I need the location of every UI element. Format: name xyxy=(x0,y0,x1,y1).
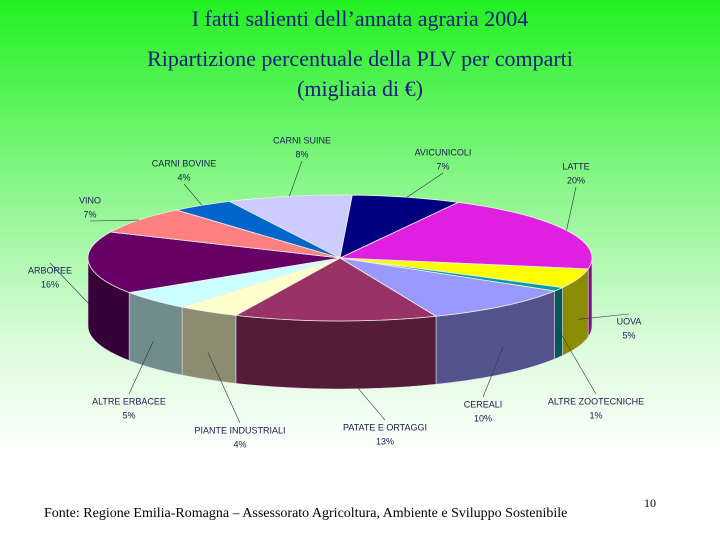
value-label: 7% xyxy=(83,209,96,219)
leader-line xyxy=(578,313,630,320)
source-note: Fonte: Regione Emilia-Romagna – Assessor… xyxy=(44,506,568,521)
value-label: 13% xyxy=(376,436,394,446)
leader-line xyxy=(566,186,577,231)
value-label: 10% xyxy=(474,413,492,423)
page-number: 10 xyxy=(644,496,656,510)
slice-label: AVICUNICOLI xyxy=(415,147,472,157)
leader-line xyxy=(207,352,241,424)
value-label: 4% xyxy=(177,172,190,182)
slice xyxy=(339,257,557,317)
leader-line xyxy=(482,346,504,398)
slice-label: PIANTE INDUSTRIALI xyxy=(194,425,285,435)
leader-line xyxy=(183,183,203,206)
slice-label: UOVA xyxy=(617,316,642,326)
unit-note: (migliaia di €) xyxy=(297,76,423,101)
slice-label: PATATE E ORTAGGI xyxy=(343,422,427,432)
slice-side xyxy=(587,257,593,338)
slice xyxy=(228,194,353,259)
slice-label: CARNI BOVINE xyxy=(152,158,217,168)
value-label: 5% xyxy=(122,410,135,420)
leader-line xyxy=(49,262,89,304)
value-label: 5% xyxy=(622,330,635,340)
slice-label: ALTRE ZOOTECNICHE xyxy=(548,396,644,406)
value-label: 20% xyxy=(567,175,585,185)
slice xyxy=(234,257,438,322)
slice-label: CEREALI xyxy=(464,399,503,409)
leader-line xyxy=(289,160,303,197)
chart-title: I fatti salienti dell’annata agraria 200… xyxy=(191,6,529,31)
leader-line xyxy=(335,361,386,421)
slice xyxy=(176,200,341,259)
value-label: 4% xyxy=(233,439,246,449)
value-label: 8% xyxy=(295,149,308,159)
slice xyxy=(339,194,460,259)
slice xyxy=(87,231,341,293)
slice-side xyxy=(235,315,437,390)
slice-label: ALTRE ERBACEE xyxy=(92,396,166,406)
slice-label: VINO xyxy=(79,195,101,205)
leader-line xyxy=(406,172,444,198)
value-label: 16% xyxy=(41,279,59,289)
slice-label: LATTE xyxy=(562,161,589,171)
value-label: 7% xyxy=(436,161,449,171)
leader-line xyxy=(89,219,139,222)
slice-side xyxy=(181,306,237,384)
value-label: 1% xyxy=(589,410,602,420)
slice-label: ARBOREE xyxy=(28,265,72,275)
slice-side xyxy=(554,287,563,360)
leader-line xyxy=(128,340,154,395)
slice-label: CARNI SUINE xyxy=(273,135,331,145)
chart-subtitle: Ripartizione percentuale della PLV per c… xyxy=(147,46,573,71)
slice xyxy=(109,209,341,259)
leader-line xyxy=(558,329,597,395)
